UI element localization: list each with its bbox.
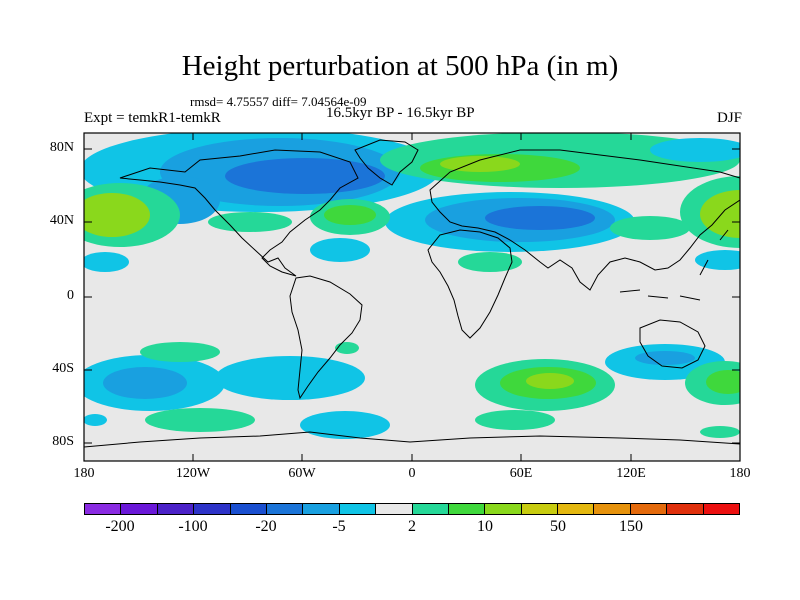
south-atlantic-green [335, 342, 359, 354]
atlantic-positive-core [324, 205, 376, 225]
colorbar-label-minus200: -200 [105, 518, 135, 535]
subtropical-pacific-cyan [84, 252, 129, 272]
colorbar-label-2: 2 [408, 518, 416, 535]
colorbar-swatch-10 [448, 504, 486, 514]
coastlines [84, 139, 740, 448]
lat-label-80s: 80S [52, 434, 74, 449]
colorbar-swatch-12 [521, 504, 559, 514]
australia-south-blue [635, 351, 695, 365]
colorbar-swatch-15 [630, 504, 668, 514]
north-pacific-positive-core [84, 193, 150, 237]
colorbar-swatch-13 [558, 504, 595, 514]
experiment-label: Expt = temkR1-temkR [84, 110, 221, 126]
lon-label-180-east: 180 [729, 466, 751, 481]
colorbar-swatch-8 [376, 504, 413, 514]
lat-label-40n: 40N [49, 213, 74, 228]
colorbar-swatch-9 [412, 504, 449, 514]
north-america-coast [119, 149, 359, 277]
lon-label-120e: 120E [616, 466, 646, 481]
lat-label-40s: 40S [52, 361, 74, 376]
colorbar-swatch-17 [703, 504, 740, 514]
colorbar-swatch-4 [230, 504, 267, 514]
colorbar-label-50: 50 [550, 518, 566, 535]
colorbar-swatch-7 [339, 504, 377, 514]
maritime-islands [619, 229, 729, 301]
colorbar-label-150: 150 [619, 518, 643, 535]
siberia-positive-core [440, 156, 520, 172]
east-pacific-positive-core [700, 190, 740, 238]
antarctic-cyan-west [84, 414, 107, 426]
greenland-coast [354, 139, 419, 186]
south-america-coast [289, 275, 363, 400]
lat-label-0: 0 [67, 288, 74, 303]
south-pacific-negative-core [103, 367, 187, 399]
lon-label-180-west: 180 [73, 466, 95, 481]
axis-ticks [84, 133, 740, 461]
season-label: DJF [716, 110, 742, 126]
colorbar-label-minus5: -5 [332, 518, 346, 535]
lon-label-120w: 120W [175, 466, 211, 481]
lon-label-60e: 60E [509, 466, 533, 481]
south-indian-positive-core [526, 373, 574, 389]
colorbar-swatch-1 [121, 504, 158, 514]
lon-label-60w: 60W [288, 466, 316, 481]
southern-ocean-blue [300, 411, 390, 439]
na-east-green [208, 212, 292, 232]
colorbar-swatch-16 [667, 504, 704, 514]
north-america-negative-core [225, 158, 385, 194]
subtropical-atlantic-cyan [310, 238, 370, 262]
colorbar-label-minus100: -100 [178, 518, 208, 535]
arctic-north-cyan [650, 138, 740, 162]
antarctic-green-2 [475, 410, 555, 430]
colorbar-swatch-14 [594, 504, 631, 514]
antarctica-coast [84, 431, 740, 448]
stats-label: rmsd= 4.75557 diff= 7.04564e-09 [190, 94, 367, 109]
eurasia-coast [429, 149, 740, 291]
africa-green [458, 252, 522, 272]
colorbar-swatch-0 [85, 504, 122, 514]
colorbar [84, 503, 740, 515]
colorbar-swatch-6 [303, 504, 340, 514]
australia-coast [639, 319, 706, 369]
east-pacific-cyan [695, 250, 740, 270]
period-label: 16.5kyr BP - 16.5kyr BP [326, 105, 475, 121]
lon-label-0: 0 [408, 466, 416, 481]
eurasia-negative-core [485, 206, 595, 230]
colorbar-swatch-2 [157, 504, 195, 514]
africa-coast [427, 229, 513, 339]
tasman-positive-core [706, 370, 740, 394]
colorbar-label-10: 10 [477, 518, 493, 535]
colorbar-swatch-3 [194, 504, 231, 514]
south-atlantic-negative [215, 356, 365, 400]
colorbar-label-minus20: -20 [255, 518, 277, 535]
south-pacific-green [140, 342, 220, 362]
colorbar-swatch-5 [266, 504, 304, 514]
antarctic-green-3 [700, 426, 740, 438]
lat-label-80n: 80N [49, 140, 74, 155]
antarctic-green-1 [145, 408, 255, 432]
dateline-green [610, 216, 690, 240]
colorbar-swatch-11 [485, 504, 522, 514]
map-title: Height perturbation at 500 hPa (in m) [181, 50, 619, 82]
